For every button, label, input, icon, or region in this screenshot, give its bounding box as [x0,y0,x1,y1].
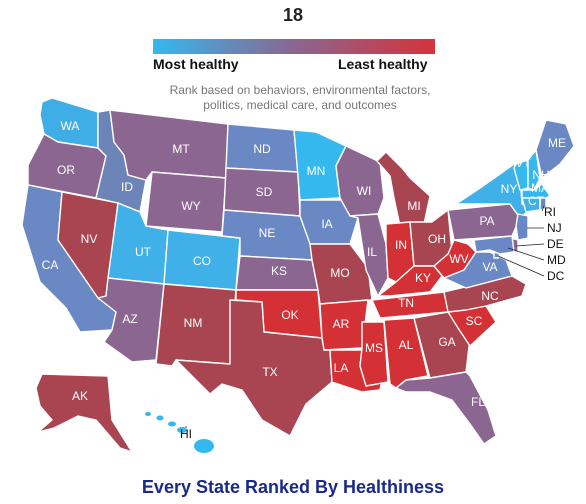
label-nh: NH [532,168,549,182]
label-va: VA [482,260,497,274]
label-ia: IA [321,217,332,231]
label-al: AL [399,338,414,352]
state-ri[interactable] [539,197,547,211]
label-ga: GA [438,335,455,349]
state-me[interactable] [535,119,575,179]
label-ne: NE [259,226,276,240]
label-co: CO [193,254,211,268]
label-ut: UT [135,245,152,259]
label-vt: VT [515,156,531,170]
label-nm: NM [184,316,203,330]
state-nc[interactable] [443,275,527,313]
state-vt[interactable] [513,159,529,191]
label-in: IN [395,238,407,252]
state-nh[interactable] [527,149,541,191]
legend-gradient-bar [153,39,435,54]
label-ak: AK [72,389,88,403]
state-tx[interactable] [175,299,333,437]
state-ar[interactable] [319,299,369,351]
label-nc: NC [481,289,499,303]
label-mi: MI [407,199,420,213]
label-ct: CT [528,194,545,208]
callout-line-de [515,243,545,247]
state-ak[interactable] [35,373,133,453]
label-fl: FL [471,395,485,409]
label-tx: TX [262,365,277,379]
label-la: LA [334,361,349,375]
label-mo: MO [330,266,349,280]
label-ny: NY [501,182,518,196]
state-mi[interactable] [355,149,431,227]
callout-line-ri [541,205,545,212]
subtitle-line-1: Rank based on behaviors, environmental f… [169,83,431,97]
callout-lines [185,205,545,428]
label-ks: KS [271,264,287,278]
label-oh: OH [428,232,446,246]
callout-line-md [507,247,545,261]
label-nd: ND [253,142,271,156]
label-me: ME [548,136,566,150]
label-dc: DC [547,269,565,283]
map-subtitle: Rank based on behaviors, environmental f… [130,83,470,113]
label-de: DE [547,237,564,251]
state-hi-island-2[interactable] [177,427,187,433]
label-ar: AR [333,317,350,331]
state-fl[interactable] [395,371,497,445]
label-wa: WA [61,119,80,133]
label-or: OR [57,163,75,177]
label-wv: WV [449,252,468,266]
label-nj: NJ [547,221,562,235]
label-ri: RI [544,205,556,219]
hawaii-islands [145,412,214,453]
subtitle-line-2: politics, medical care, and outcomes [203,98,397,112]
state-nj[interactable] [515,213,529,241]
label-ky: KY [415,271,431,285]
label-md: MD [547,253,566,267]
external-labels: RI NJ DE MD DC HI [180,205,566,441]
legend-most-healthy-label: Most healthy [153,56,239,72]
state-mt[interactable] [109,109,229,181]
label-ca: CA [42,258,59,272]
label-ma: MA [531,181,549,195]
label-az: AZ [122,312,137,326]
state-hi[interactable] [194,439,214,453]
state-hi-island-4[interactable] [156,415,164,421]
legend-least-healthy-label: Least healthy [338,56,428,72]
label-ms: MS [365,341,383,355]
label-pa: PA [479,214,494,228]
top-number: 18 [282,5,304,25]
state-wi[interactable] [335,145,385,217]
callout-line-dc [497,255,545,277]
label-ok: OK [281,308,298,322]
state-il[interactable] [349,213,389,297]
label-wy: WY [181,199,200,213]
state-hi-island-5[interactable] [145,412,151,416]
label-tn: TN [398,296,414,310]
label-id: ID [121,180,133,194]
label-sc: SC [466,314,483,328]
state-hi-island-3[interactable] [168,421,176,427]
label-mn: MN [307,164,326,178]
label-sd: SD [256,185,273,199]
label-mt: MT [172,142,190,156]
label-hi: HI [180,427,192,441]
label-wi: WI [357,184,372,198]
map-title: Every State Ranked By Healthiness [141,477,445,497]
label-nv: NV [81,232,98,246]
state-labels: WA OR CA NV ID MT WY UT CO AZ NM ND SD N… [42,119,566,409]
state-ga[interactable] [413,311,471,379]
label-il: IL [367,245,377,259]
